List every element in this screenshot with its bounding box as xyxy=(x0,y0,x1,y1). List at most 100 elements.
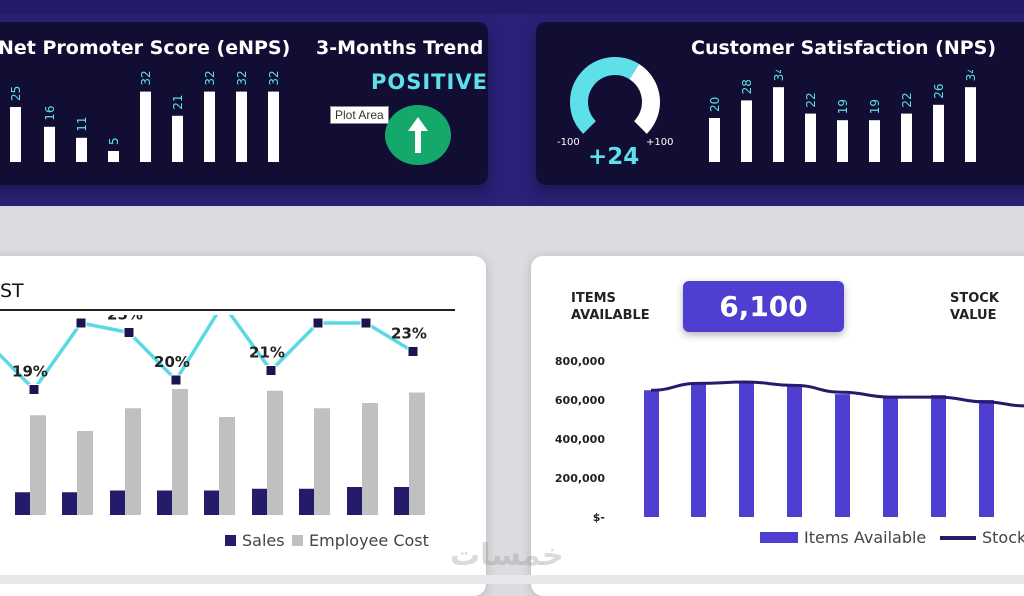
sales-bar xyxy=(110,490,126,515)
gauge-value: +24 xyxy=(588,144,640,170)
enps-bar xyxy=(172,115,183,162)
y-tick-label: $- xyxy=(593,511,605,524)
inventory-chart: $800,000 $600,000 $400,000 $200,000 $- xyxy=(555,355,1024,524)
ratio-marker xyxy=(28,384,40,395)
sales-bar xyxy=(15,492,31,515)
items-legend-item: Items Available xyxy=(760,528,926,547)
employee-cost-bar xyxy=(314,408,330,515)
gauge-max-label: +100 xyxy=(646,137,674,148)
stock-label-line2: VALUE xyxy=(950,308,997,323)
watermark: خمسات xyxy=(450,538,564,573)
nps-value-label: 28 xyxy=(740,79,754,94)
y-tick-label: $800,000 xyxy=(555,355,605,368)
stock-label-line1: STOCK xyxy=(950,291,999,306)
stock-legend-item: Stock xyxy=(940,528,1024,547)
stock-value-line xyxy=(650,380,1024,408)
stock-value-label: STOCK VALUE xyxy=(950,290,999,324)
sales-bar xyxy=(62,492,78,515)
items-available-bar xyxy=(883,398,898,517)
employee-cost-bar xyxy=(409,392,425,515)
enps-bar xyxy=(268,91,279,162)
sales-bar xyxy=(394,487,410,515)
nps-bar xyxy=(709,118,720,162)
employee-cost-bar xyxy=(125,408,141,515)
ratio-data-label: 20% xyxy=(154,353,190,371)
sales-legend-item: Sales xyxy=(225,531,285,550)
nps-bar xyxy=(837,120,848,162)
y-tick-label: $400,000 xyxy=(555,433,605,446)
nps-bar xyxy=(805,113,816,162)
enps-bar xyxy=(236,91,247,162)
sales-cost-title: ST xyxy=(0,280,24,302)
sales-legend-label: Sales xyxy=(242,531,285,550)
items-available-bar xyxy=(644,390,659,517)
ratio-marker xyxy=(75,317,87,329)
ratio-marker xyxy=(360,317,372,329)
stock-legend-label: Stock xyxy=(982,528,1024,547)
items-swatch xyxy=(760,532,798,543)
nps-bar xyxy=(901,113,912,162)
sales-cost-chart: 19%26%25%20%28%21%26%26%23% xyxy=(0,315,427,515)
enps-bar xyxy=(44,126,55,162)
nps-bar xyxy=(933,104,944,162)
nps-value-label: 22 xyxy=(900,92,914,107)
ratio-line xyxy=(0,315,414,393)
enps-value-label: 11 xyxy=(75,117,89,132)
enps-bar-chart: 25 16 11 5 32 21 32 32 32 xyxy=(9,70,281,162)
trend-title: 3-Months Trend xyxy=(316,37,484,59)
ratio-data-label: 25% xyxy=(107,315,143,324)
stock-swatch xyxy=(940,535,976,540)
nps-bar xyxy=(773,87,784,162)
nps-value-label: 34 xyxy=(964,70,978,81)
enps-bar xyxy=(76,137,87,162)
trend-status: POSITIVE xyxy=(371,70,488,94)
nps-value-label: 22 xyxy=(804,92,818,107)
sales-bar xyxy=(299,488,315,515)
trend-button[interactable] xyxy=(385,105,451,165)
ratio-data-label: 19% xyxy=(12,363,48,381)
employee-cost-bar xyxy=(219,417,235,515)
enps-value-label: 25 xyxy=(9,86,23,101)
items-available-bar xyxy=(835,394,850,517)
gauge-min-label: -100 xyxy=(557,137,580,148)
ratio-data-label: 21% xyxy=(249,344,285,362)
enps-value-label: 5 xyxy=(107,137,121,145)
employee-cost-bar xyxy=(362,403,378,515)
nps-bar xyxy=(965,87,976,162)
enps-value-label: 32 xyxy=(267,70,281,85)
items-available-bar xyxy=(787,384,802,517)
nps-bar-chart: 20 28 34 22 19 19 22 26 34 xyxy=(708,70,978,162)
employee-cost-bar xyxy=(267,390,283,515)
sales-bar xyxy=(157,490,173,515)
nps-value-label: 26 xyxy=(932,84,946,99)
sales-bar xyxy=(347,487,363,515)
sales-bar xyxy=(204,490,220,515)
enps-value-label: 16 xyxy=(43,106,57,121)
nps-value-label: 19 xyxy=(836,99,850,114)
employee-cost-bar xyxy=(172,389,188,515)
nps-title: Customer Satisfaction (NPS) xyxy=(691,37,997,59)
ratio-data-label: 23% xyxy=(391,325,427,343)
employee-cost-bar xyxy=(30,415,46,515)
items-available-label: ITEMS AVAILABLE xyxy=(571,290,650,324)
cost-legend-item: Employee Cost xyxy=(292,531,429,550)
ratio-marker xyxy=(312,317,324,329)
cost-legend-label: Employee Cost xyxy=(309,531,429,550)
enps-value-label: 32 xyxy=(139,70,153,85)
plot-area-tooltip: Plot Area xyxy=(330,106,389,124)
up-arrow-icon xyxy=(408,117,428,153)
items-available-bar xyxy=(979,400,994,517)
enps-bar xyxy=(108,151,119,162)
items-legend-label: Items Available xyxy=(804,528,927,547)
enps-bar xyxy=(204,91,215,162)
sales-swatch xyxy=(225,535,236,546)
nps-value-label: 34 xyxy=(772,70,786,81)
ratio-marker xyxy=(407,346,419,357)
sales-bar xyxy=(252,488,268,515)
items-available-bar xyxy=(931,395,946,517)
title-rule xyxy=(0,309,455,311)
enps-bar xyxy=(140,91,151,162)
y-tick-label: $200,000 xyxy=(555,472,605,485)
gauge-fill-arc xyxy=(570,57,640,134)
nps-value-label: 20 xyxy=(708,97,722,112)
